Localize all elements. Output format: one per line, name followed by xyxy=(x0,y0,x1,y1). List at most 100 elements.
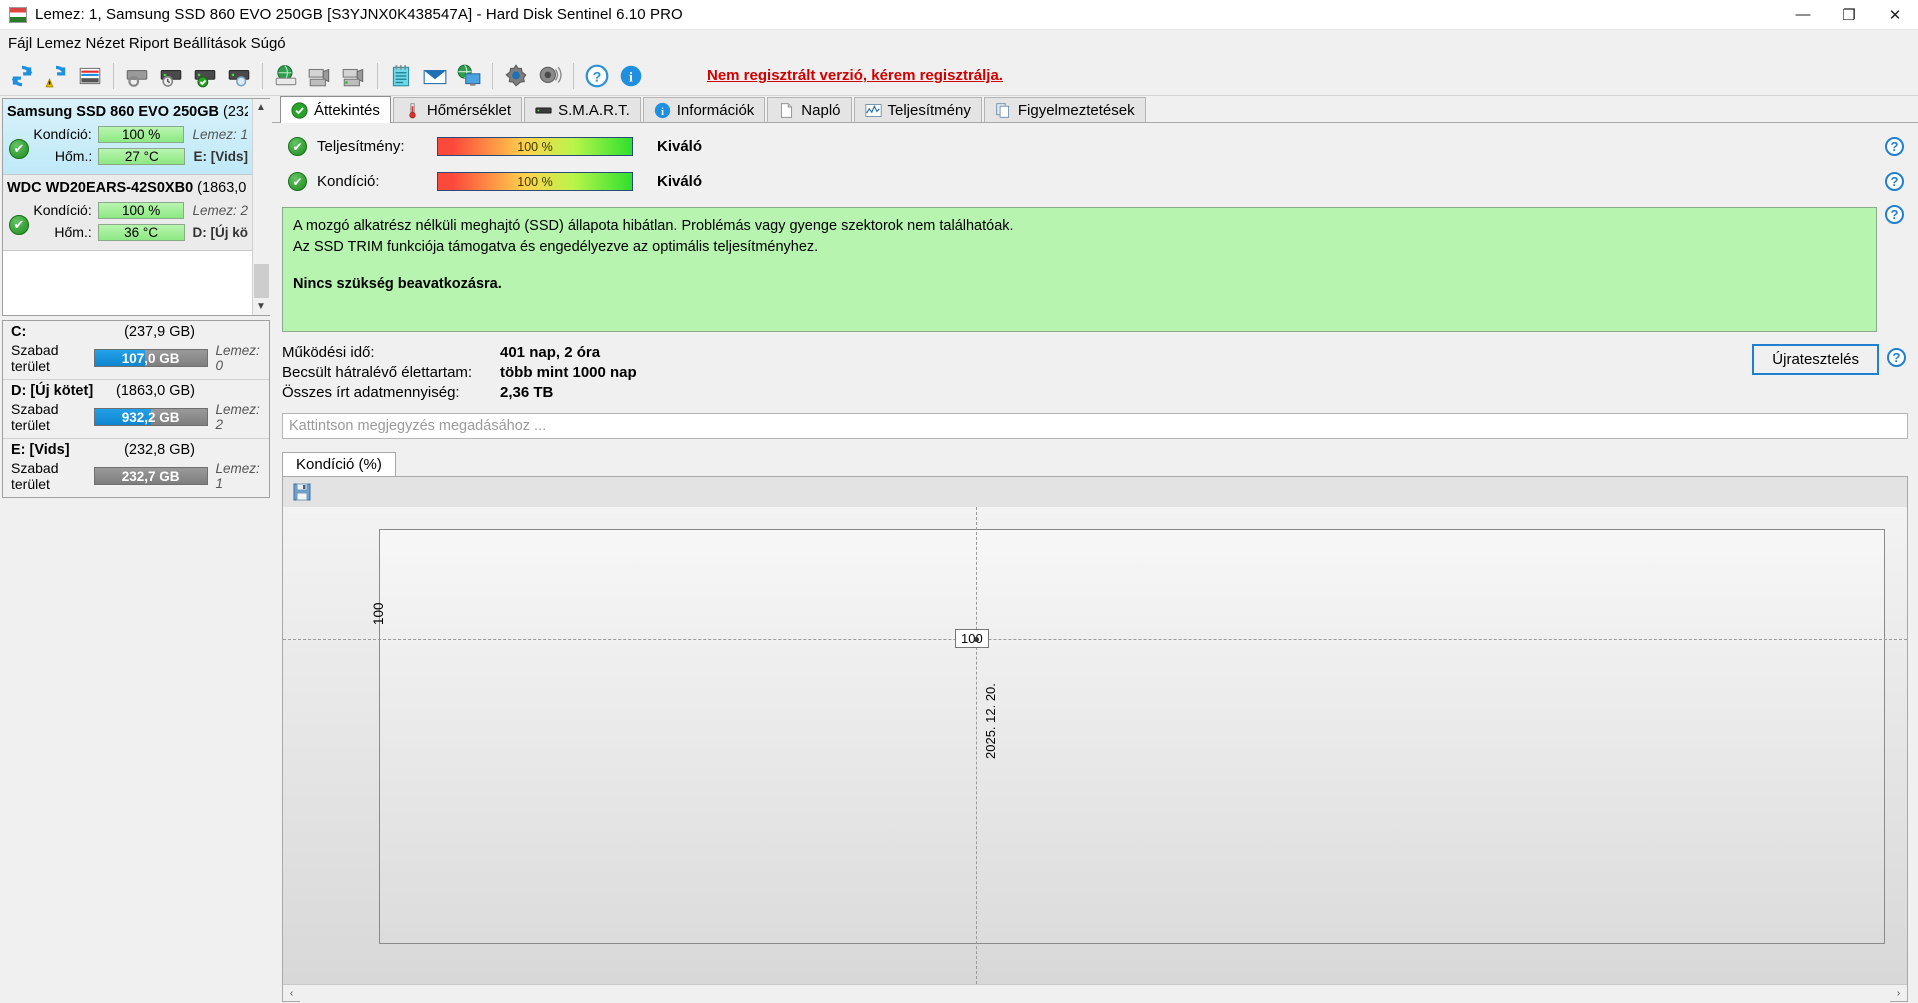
tab-naplo[interactable]: Napló xyxy=(767,97,852,122)
toolbar-separator xyxy=(492,62,493,89)
network-monitor-icon[interactable] xyxy=(453,60,485,92)
disk-list-inner: Samsung SSD 860 EVO 250GB (232,9 GB ✔ Ko… xyxy=(3,99,252,315)
notepad-icon[interactable] xyxy=(385,60,417,92)
sidebar: Samsung SSD 860 EVO 250GB (232,9 GB ✔ Ko… xyxy=(0,96,272,1002)
volume-row-c[interactable]: C: (237,9 GB) Szabad terület 107,0 GB Le… xyxy=(3,321,269,380)
chart-gridline-h xyxy=(283,639,1907,640)
minimize-button[interactable]: — xyxy=(1795,6,1811,23)
tab-smart[interactable]: S.M.A.R.T. xyxy=(524,97,641,122)
thermometer-icon xyxy=(404,102,421,119)
disk-find-icon[interactable] xyxy=(121,60,153,92)
chart-horizontal-scrollbar[interactable]: ‹ › xyxy=(283,984,1907,1002)
chart-box: 100 100 2025. 12. 20. ‹ › xyxy=(282,476,1908,1002)
health-status-icon: ✔ xyxy=(288,172,307,191)
registration-notice[interactable]: Nem regisztrált verzió, kérem regisztrál… xyxy=(707,67,1003,84)
volume-capacity: (232,8 GB) xyxy=(124,442,195,458)
svg-text:i: i xyxy=(661,106,664,117)
disk-export-icon[interactable] xyxy=(304,60,336,92)
disk-index-label: Lemez: 2 xyxy=(192,202,248,218)
chart-scroll-right-icon[interactable]: › xyxy=(1896,987,1901,999)
tab-label: Áttekintés xyxy=(314,101,380,119)
disk-search-icon[interactable] xyxy=(223,60,255,92)
health-rating: Kiváló xyxy=(657,173,703,190)
health-help-icon[interactable]: ? xyxy=(1885,172,1904,191)
chart-gridline-v xyxy=(976,507,977,984)
disk-temp-label: Hőm.: xyxy=(54,148,93,164)
close-button[interactable]: ✕ xyxy=(1888,6,1902,24)
toolbar: ? i Nem regisztrált verzió, kérem regisz… xyxy=(0,56,1918,96)
tab-homerseklet[interactable]: Hőmérséklet xyxy=(392,97,523,122)
scroll-up-icon[interactable]: ▲ xyxy=(252,99,270,116)
disk-list-scrollbar[interactable]: ▲ ▼ xyxy=(252,99,270,315)
disk-report-icon[interactable] xyxy=(74,60,106,92)
info-icon[interactable]: i xyxy=(615,60,647,92)
tab-figyelmeztetesek[interactable]: Figyelmeztetések xyxy=(983,97,1146,122)
disk-index-label: Lemez: 1 xyxy=(192,126,248,142)
refresh-alert-icon[interactable] xyxy=(40,60,72,92)
retest-button[interactable]: Újratesztelés xyxy=(1752,344,1879,375)
scroll-down-icon[interactable]: ▼ xyxy=(252,298,270,315)
chart-section: Kondíció (%) 100 100 xyxy=(282,451,1908,1002)
disk-check-icon[interactable] xyxy=(189,60,221,92)
comment-input[interactable]: Kattintson megjegyzés megadásához ... xyxy=(282,413,1908,439)
overview-content: ✔ Teljesítmény: 100 % Kiváló ? ✔ Kondíci… xyxy=(272,123,1918,1002)
refresh-icon[interactable] xyxy=(6,60,38,92)
chart-tab-kondicio[interactable]: Kondíció (%) xyxy=(282,452,396,476)
status-help-icon[interactable]: ? xyxy=(1885,205,1904,224)
status-note-wrapper: A mozgó alkatrész nélküli meghajtó (SSD)… xyxy=(282,201,1908,332)
performance-bar: 100 % xyxy=(437,137,633,156)
save-icon[interactable] xyxy=(291,481,313,503)
volume-free-bar: 107,0 GB xyxy=(93,349,208,367)
tab-informaciok[interactable]: i Információk xyxy=(642,97,766,122)
window-title: Lemez: 1, Samsung SSD 860 EVO 250GB [S3Y… xyxy=(35,6,683,23)
alert-sound-icon[interactable] xyxy=(534,60,566,92)
tab-label: Teljesítmény xyxy=(887,101,971,119)
performance-help-icon[interactable]: ? xyxy=(1885,137,1904,156)
volume-row-e[interactable]: E: [Vids] (232,8 GB) Szabad terület 232,… xyxy=(3,439,269,497)
settings-gear-icon[interactable] xyxy=(500,60,532,92)
performance-status-icon: ✔ xyxy=(288,137,307,156)
volume-letter: D: [Új kötet] xyxy=(11,383,94,399)
performance-row: ✔ Teljesítmény: 100 % Kiváló ? xyxy=(282,131,1908,162)
title-bar: Lemez: 1, Samsung SSD 860 EVO 250GB [S3Y… xyxy=(0,0,1918,30)
disk-title: WDC WD20EARS-42S0XB0 (1863,0 GB) xyxy=(7,180,248,199)
chart-scroll-track[interactable] xyxy=(300,984,1890,1002)
stat-label-written: Összes írt adatmennyiség: xyxy=(282,384,460,401)
disk-clock-icon[interactable] xyxy=(155,60,187,92)
volume-head: E: [Vids] (232,8 GB) xyxy=(3,442,269,460)
mail-icon[interactable] xyxy=(419,60,451,92)
retest-help-icon[interactable]: ? xyxy=(1887,348,1906,367)
volume-free-label: Szabad terület xyxy=(11,342,59,374)
performance-label: Teljesítmény: xyxy=(317,138,405,155)
disk-health-label: Kondíció: xyxy=(33,126,92,142)
scroll-track[interactable] xyxy=(252,116,270,298)
chart-plot-area[interactable]: 100 100 2025. 12. 20. xyxy=(283,507,1907,984)
window-controls: — ❐ ✕ xyxy=(1780,0,1918,30)
tab-label: S.M.A.R.T. xyxy=(558,101,630,119)
scroll-thumb[interactable] xyxy=(253,264,269,298)
performance-rating: Kiváló xyxy=(657,138,703,155)
volume-capacity: (237,9 GB) xyxy=(124,324,195,340)
tab-label: Napló xyxy=(801,101,841,119)
help-icon[interactable]: ? xyxy=(581,60,613,92)
volume-row-d[interactable]: D: [Új kötet] (1863,0 GB) Szabad terület… xyxy=(3,380,269,439)
disk-card-samsung[interactable]: Samsung SSD 860 EVO 250GB (232,9 GB ✔ Ko… xyxy=(3,99,252,175)
tab-label: Figyelmeztetések xyxy=(1017,101,1135,119)
volume-free-bar: 932,2 GB xyxy=(93,408,208,426)
disk-globe-icon[interactable] xyxy=(270,60,302,92)
status-strong-line: Nincs szükség beavatkozásra. xyxy=(293,276,502,293)
health-bar: 100 % xyxy=(437,172,633,191)
disk-model: Samsung SSD 860 EVO 250GB xyxy=(7,104,219,120)
tab-attekintes[interactable]: Áttekintés xyxy=(280,96,391,123)
disk-card-wdc[interactable]: WDC WD20EARS-42S0XB0 (1863,0 GB) ✔ Kondí… xyxy=(3,175,252,251)
disk-health-row: Kondíció: 100 % Lemez: 1 xyxy=(7,123,248,145)
chart-scroll-left-icon[interactable]: ‹ xyxy=(289,987,294,999)
toolbar-separator xyxy=(573,62,574,89)
maximize-button[interactable]: ❐ xyxy=(1842,6,1856,24)
tab-bar: Áttekintés Hőmérséklet S.M.A.R.T. i Info… xyxy=(272,96,1918,123)
stat-value-lifetime: több mint 1000 nap xyxy=(500,364,637,381)
tab-teljesitmeny[interactable]: Teljesítmény xyxy=(853,97,982,122)
disk-import-icon[interactable] xyxy=(338,60,370,92)
drive-icon xyxy=(535,102,552,119)
volume-disk-label: Lemez: 2 xyxy=(215,402,260,432)
